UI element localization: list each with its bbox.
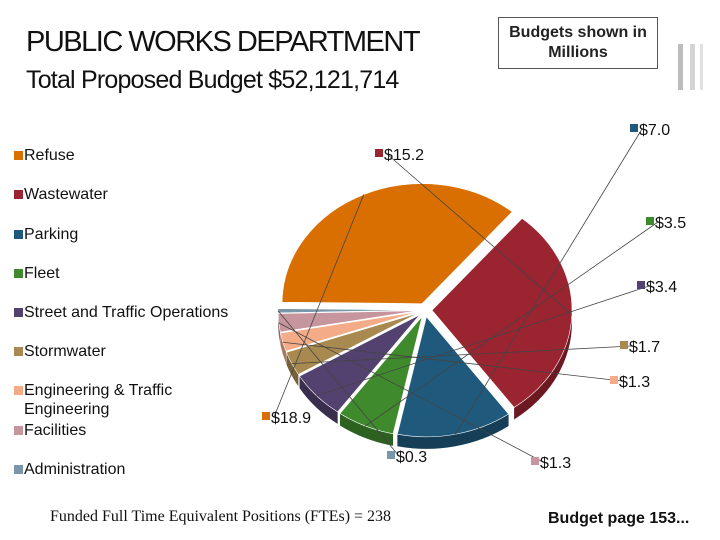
data-label-swatch <box>387 451 395 459</box>
data-label-swatch <box>531 457 539 465</box>
legend-label: Wastewater <box>24 186 108 203</box>
legend-label: Engineering & Traffic Engineering <box>24 382 173 418</box>
legend-swatch <box>14 426 23 435</box>
legend-item: Fleet <box>14 264 254 283</box>
leader-line <box>278 322 544 463</box>
pie-slice-side <box>278 313 281 345</box>
legend-item: Engineering & Traffic Engineering <box>14 381 254 419</box>
legend-swatch <box>14 190 23 199</box>
pie-slice-side <box>286 352 299 387</box>
data-label: $3.5 <box>655 215 686 232</box>
leader-line <box>277 310 400 457</box>
legend-item: Administration <box>14 460 254 479</box>
pie-slice-side <box>514 310 572 420</box>
leader-line <box>455 128 643 435</box>
leader-line <box>365 221 659 427</box>
data-label-swatch <box>610 376 618 384</box>
data-label: $18.9 <box>271 410 311 427</box>
pie-depth-layer <box>278 310 572 449</box>
data-label: $1.7 <box>629 339 660 356</box>
legend-swatch <box>14 465 23 474</box>
decor-bar <box>700 44 703 90</box>
data-label-swatch <box>262 412 270 420</box>
legend-swatch <box>14 230 23 239</box>
data-label-swatch <box>637 281 645 289</box>
data-label: $7.0 <box>639 122 670 139</box>
fte-note: Funded Full Time Equivalent Positions (F… <box>50 508 392 525</box>
budget-subtitle: Total Proposed Budget $52,121,714 <box>26 66 399 94</box>
legend-label: Parking <box>24 226 79 243</box>
decor-bar <box>678 44 683 90</box>
pie-slice-side <box>280 333 286 364</box>
legend-item: Stormwater <box>14 342 254 361</box>
page-title: PUBLIC WORKS DEPARTMENT <box>26 26 421 58</box>
legend-label: Refuse <box>24 147 75 164</box>
data-label: $0.3 <box>396 449 427 466</box>
legend-swatch <box>14 269 23 278</box>
legend-label: Stormwater <box>24 343 106 360</box>
pie-top-layer <box>277 183 573 438</box>
data-label-swatch <box>375 149 383 157</box>
leader-line <box>316 285 650 397</box>
legend-swatch <box>14 151 23 160</box>
legend-item: Parking <box>14 225 254 244</box>
data-label: $15.2 <box>384 147 424 164</box>
legend-swatch <box>14 386 23 395</box>
pie-slice <box>396 316 510 438</box>
legend-swatch <box>14 347 23 356</box>
legend-label: Administration <box>24 461 126 478</box>
legend-item: Facilities <box>14 421 254 440</box>
legend-swatch <box>14 308 23 317</box>
pie-slice <box>277 310 419 333</box>
pie-slice-side <box>397 414 509 449</box>
pie-slice <box>299 314 421 413</box>
page-reference: Budget page 153... <box>548 510 690 527</box>
units-note: Budgets shown in Millions <box>498 17 658 69</box>
data-label-swatch <box>646 217 654 225</box>
data-label: $1.3 <box>619 374 650 391</box>
data-label: $3.4 <box>646 279 677 296</box>
leader-line <box>282 341 623 382</box>
data-label-swatch <box>620 341 628 349</box>
legend-label: Street and Traffic Operations <box>24 304 229 321</box>
legend-label: Fleet <box>24 265 60 282</box>
data-label-swatch <box>630 124 638 132</box>
pie-slice-side <box>339 413 394 446</box>
decor-bar <box>690 44 695 90</box>
legend-item: Refuse <box>14 146 254 165</box>
legend-item: Street and Traffic Operations <box>14 303 254 322</box>
leader-line <box>273 194 365 418</box>
data-label: $1.3 <box>540 455 571 472</box>
leader-line <box>291 345 633 365</box>
leader-line <box>386 153 573 315</box>
pie-slice-side <box>299 376 338 424</box>
legend-item: Wastewater <box>14 185 254 204</box>
legend-label: Facilities <box>24 422 87 439</box>
